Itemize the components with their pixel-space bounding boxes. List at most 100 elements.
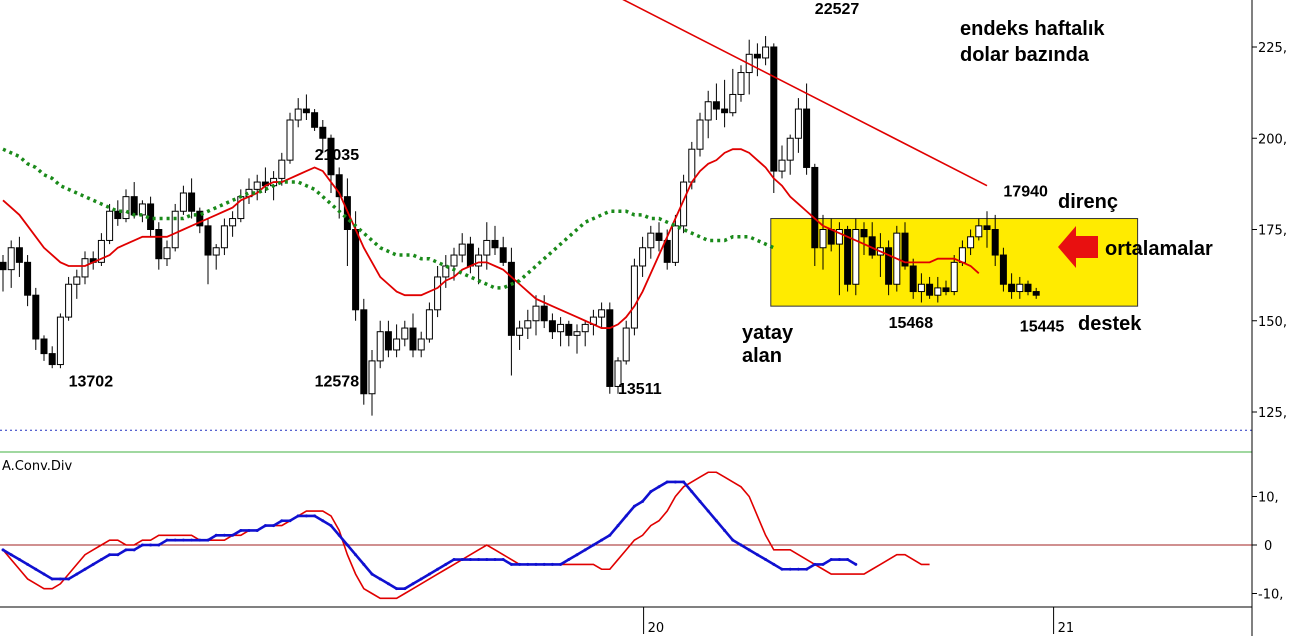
candle-body [81,258,89,278]
candle-body [327,137,335,176]
candle-body [712,101,720,110]
signal-point [755,553,759,557]
candle-body [704,101,712,121]
candle-body [491,239,499,249]
signal-point [214,533,218,537]
signal-point [75,572,79,576]
candle-body [56,316,64,366]
signal-point [550,562,554,566]
candle-body [909,265,917,293]
price-label: 22527 [815,1,860,18]
candle-body [286,119,294,161]
signal-point [485,558,489,562]
candle-body [950,261,958,293]
candle-body [24,261,32,296]
candle-body [483,239,491,256]
candle-body [32,294,40,340]
resistance-trendline [622,0,988,187]
x-tick-label: 20 [648,621,665,636]
moving-averages [2,147,980,329]
signal-point [632,504,636,508]
y-tick-label: 175, [1258,224,1287,239]
osc-y-tick-label: 0 [1264,539,1272,554]
oscillator-title: A.Conv.Div [2,459,73,474]
candle-body [155,229,163,260]
signal-point [222,533,226,537]
candle-body [434,276,442,311]
signal-point [362,562,366,566]
y-tick-label: 150, [1258,315,1287,330]
signal-point [747,548,751,552]
candle-body [975,225,983,238]
signal-point [17,558,21,562]
y-tick-label: 125, [1258,406,1287,421]
candle-body [499,247,507,263]
candle-body [319,126,327,139]
signal-point [600,538,604,542]
candle-body [770,46,778,172]
candle-body [409,327,417,351]
candle-body [991,229,999,256]
candle-body [40,338,48,355]
candle-body [614,360,622,387]
signal-point [181,538,185,542]
candle-body [934,287,942,296]
candle-body [663,239,671,263]
signal-point [304,514,308,518]
candle-body [229,218,237,227]
candle-body [0,261,7,271]
signal-point [509,562,513,566]
signal-point [649,490,653,494]
signal-point [190,538,194,542]
candle-body [729,93,737,114]
signal-point [403,587,407,591]
signal-point [173,538,177,542]
signal-point [501,558,505,562]
candle-body [688,148,696,183]
signal-point [682,480,686,484]
signal-point [444,562,448,566]
signal-point [837,558,841,562]
signal-point [796,567,800,571]
candle-body [885,247,893,285]
signal-point [813,562,817,566]
candle-body [138,203,146,216]
annotation-ortalamalar: ortalamalar [1105,238,1213,260]
signal-point [567,558,571,562]
candle-body [811,166,819,249]
signal-point [731,538,735,542]
candle-body [917,283,925,293]
signal-point [821,562,825,566]
signal-point [91,562,95,566]
candle-body [48,353,56,366]
signal-point [9,553,13,557]
price-label: 13702 [69,373,114,390]
trendline [622,0,988,187]
signal-point [395,587,399,591]
candle-body [1032,291,1040,296]
price-label: 12578 [315,373,360,390]
signal-point [26,562,30,566]
signal-point [698,499,702,503]
candle-body [114,210,122,220]
signal-point [583,548,587,552]
signal-point [99,558,103,562]
candle-body [393,338,401,351]
signal-point [780,567,784,571]
signal-point [42,572,46,576]
signal-point [846,558,850,562]
candle-body [819,229,827,249]
candle-body [753,53,761,59]
candle-body [204,225,212,256]
signal-point [288,519,292,523]
x-tick-label: 21 [1058,621,1075,636]
annotation-direnc: direnç [1058,191,1118,213]
candle-body [311,112,319,128]
candle-body [507,261,515,336]
ma-line-short [2,148,980,329]
candle-body [827,229,835,245]
candle-body [1008,283,1016,293]
candle-body [958,247,966,263]
candle-body [130,196,138,216]
